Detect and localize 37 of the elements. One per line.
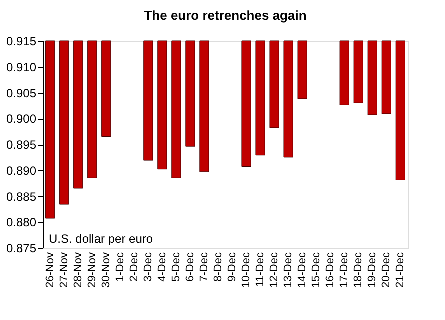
x-tick-label: 13-Dec [282, 252, 295, 288]
x-tick-label: 21-Dec [394, 252, 407, 288]
x-tick-label: 26-Nov [44, 252, 56, 288]
x-tick-label: 29-Nov [86, 252, 98, 288]
annotation: U.S. dollar per euro [49, 232, 154, 246]
y-tick-label: 0.890 [6, 164, 37, 178]
x-tick-label: 10-Dec [240, 252, 253, 288]
x-tick-label: 30-Nov [100, 252, 112, 288]
x-tick-label: 1-Dec [114, 252, 126, 282]
x-tick-label: 8-Dec [212, 252, 224, 282]
y-tick-label: 0.910 [6, 60, 37, 74]
x-tick-label: 11-Dec [254, 252, 267, 288]
x-tick-label: 27-Nov [58, 252, 70, 288]
x-tick-label: 17-Dec [338, 252, 351, 288]
y-tick-label: 0.905 [6, 86, 37, 100]
x-tick-label: 2-Dec [128, 252, 140, 282]
x-tick-label: 16-Dec [324, 252, 337, 288]
x-tick-label: 14-Dec [296, 252, 309, 288]
y-tick-label: 0.915 [6, 34, 37, 48]
x-tick-label: 3-Dec [142, 252, 154, 282]
y-tick-label: 0.880 [6, 216, 37, 230]
x-tick-label: 20-Dec [380, 252, 393, 288]
x-tick-label: 18-Dec [352, 252, 365, 288]
y-tick-label: 0.895 [6, 138, 37, 152]
x-tick-label: 28-Nov [72, 252, 84, 288]
x-tick-label: 7-Dec [198, 252, 210, 282]
x-tick-label: 4-Dec [156, 252, 168, 282]
chart-title: The euro retrenches again [144, 8, 307, 23]
x-tick-label: 5-Dec [170, 252, 182, 282]
x-tick-label: 9-Dec [226, 252, 239, 282]
x-tick-label: 19-Dec [366, 252, 379, 288]
x-tick-label: 6-Dec [184, 252, 196, 282]
y-tick-label: 0.885 [6, 190, 37, 204]
y-tick-label: 0.875 [6, 242, 37, 256]
x-tick-label: 12-Dec [268, 252, 281, 288]
y-tick-label: 0.900 [6, 112, 37, 126]
x-tick-label: 15-Dec [310, 252, 323, 288]
